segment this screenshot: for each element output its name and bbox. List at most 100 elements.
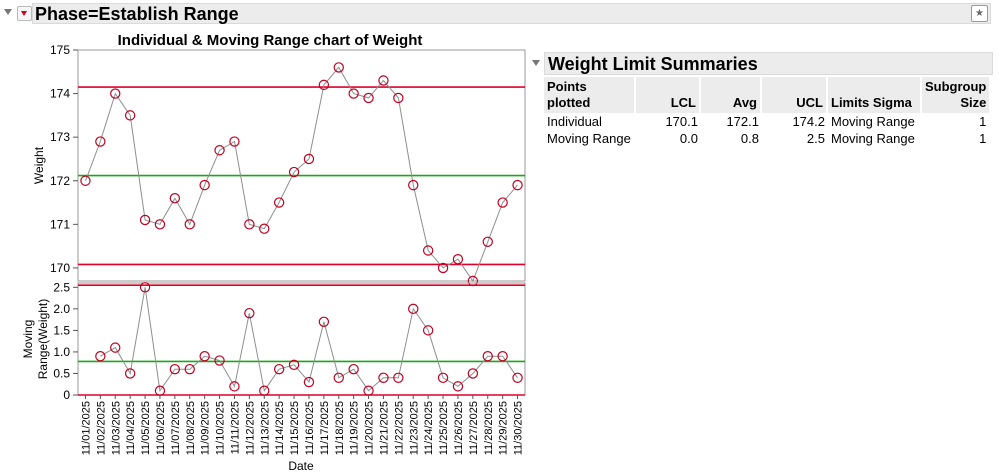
- x-tick-label: 11/24/2025: [423, 401, 435, 455]
- x-tick-label: 11/18/2025: [334, 401, 346, 455]
- data-point: [184, 363, 195, 375]
- x-tick-label: 11/26/2025: [453, 401, 465, 455]
- x-tick-label: 11/27/2025: [468, 401, 480, 455]
- y-axis-title: Weight: [32, 146, 46, 184]
- y-axis-title: MovingRange(Weight): [21, 299, 50, 379]
- x-tick-label: 11/06/2025: [155, 401, 167, 455]
- data-point: [169, 192, 181, 204]
- plot-frame: [77, 49, 526, 282]
- data-point: [333, 372, 344, 383]
- y-tick-label: 2.0: [53, 302, 70, 316]
- data-point: [378, 75, 389, 86]
- x-tick-label: 11/21/2025: [378, 401, 390, 455]
- data-point: [452, 381, 464, 392]
- col-points-plotted: Points plotted: [544, 77, 636, 113]
- y-tick-label: 1.5: [53, 323, 70, 337]
- phase-title: Phase=Establish Range: [35, 4, 239, 24]
- col-subgroup-size: Subgroup Size: [922, 77, 990, 113]
- data-point: [214, 355, 225, 366]
- y-tick-label: 174: [50, 87, 70, 101]
- x-tick-label: 11/03/2025: [110, 401, 122, 455]
- data-point: [288, 359, 300, 371]
- control-chart: Individual & Moving Range chart of Weigh…: [21, 32, 526, 473]
- y-tick-label: 172: [50, 174, 70, 188]
- col-limits-sigma: Limits Sigma: [828, 77, 922, 113]
- data-point: [288, 166, 300, 178]
- date-axis: 11/01/2025 11/02/2025 11/03/2025 11/04/2025…: [80, 395, 525, 455]
- x-tick-label: 11/20/2025: [364, 401, 376, 455]
- series-line: [85, 66, 518, 283]
- data-point: [303, 376, 315, 388]
- data-point: [422, 245, 434, 256]
- x-tick-label: 11/12/2025: [244, 401, 256, 455]
- data-point: [482, 351, 493, 362]
- summary-title: Weight Limit Summaries: [548, 54, 758, 74]
- data-point: [363, 92, 374, 104]
- x-tick-label: 11/17/2025: [319, 401, 331, 455]
- red-triangle-menu-icon[interactable]: [17, 6, 32, 21]
- data-point: [259, 223, 270, 234]
- data-point: [408, 303, 419, 315]
- data-point: [244, 219, 255, 230]
- cell-size: 1: [979, 131, 987, 146]
- data-point: [139, 214, 151, 226]
- data-point: [139, 282, 151, 293]
- data-point: [244, 307, 255, 319]
- data-point: [214, 145, 225, 156]
- data-point: [348, 363, 359, 375]
- cell-avg: 172.1: [726, 114, 759, 129]
- cell-points: Individual: [547, 114, 602, 129]
- x-tick-label: 11/10/2025: [215, 401, 227, 455]
- data-point: [497, 351, 508, 362]
- data-point: [512, 179, 523, 191]
- data-point: [482, 236, 493, 247]
- data-point: [95, 136, 106, 147]
- y-tick-label: 0.5: [53, 366, 70, 380]
- data-point: [467, 368, 479, 379]
- y-tick-label: 170: [50, 261, 70, 275]
- data-point: [110, 342, 121, 353]
- star-icon[interactable]: ★: [971, 5, 988, 22]
- data-point: [273, 363, 285, 375]
- x-tick-label: 11/14/2025: [274, 401, 286, 455]
- y-axis-title-line: Range(Weight): [36, 299, 50, 379]
- x-tick-label: 11/28/2025: [483, 401, 495, 455]
- x-tick-label: 11/08/2025: [185, 401, 197, 455]
- x-tick-label: 11/04/2025: [125, 401, 137, 455]
- x-tick-label: 11/01/2025: [80, 401, 92, 455]
- data-point: [303, 153, 315, 165]
- table-row: Individual 170.1 172.1 174.2 Moving Rang…: [544, 113, 989, 130]
- data-point: [408, 179, 419, 191]
- phase-header: Phase=Establish Range ★: [32, 3, 991, 24]
- x-tick-label: 11/19/2025: [349, 401, 361, 455]
- col-avg: Avg: [701, 77, 762, 113]
- cell-avg: 0.8: [740, 131, 759, 146]
- y-tick-label: 175: [50, 43, 70, 57]
- x-tick-label: 11/07/2025: [170, 401, 182, 455]
- x-tick-label: 11/16/2025: [304, 401, 316, 455]
- data-point: [348, 88, 359, 99]
- data-point: [318, 316, 330, 327]
- x-tick-label: 11/30/2025: [513, 401, 525, 455]
- data-point: [378, 372, 389, 383]
- cell-lcl: 0.0: [679, 131, 698, 146]
- y-tick-label: 171: [50, 217, 70, 231]
- summary-disclosure-icon[interactable]: [532, 60, 540, 66]
- y-tick-label: 2.5: [53, 280, 70, 294]
- data-point: [110, 88, 121, 99]
- cell-ucl: 2.5: [806, 131, 825, 146]
- data-point: [437, 372, 449, 383]
- data-point: [184, 219, 195, 230]
- data-point: [452, 254, 464, 265]
- data-point: [229, 136, 240, 147]
- x-tick-label: 11/29/2025: [498, 401, 510, 455]
- data-point: [497, 197, 508, 208]
- disclosure-triangle-icon[interactable]: [4, 9, 12, 15]
- x-tick-label: 11/25/2025: [438, 401, 450, 455]
- summary-header: Weight Limit Summaries: [544, 52, 993, 75]
- data-point: [124, 368, 136, 379]
- data-point: [199, 351, 210, 362]
- data-point: [393, 92, 404, 104]
- x-tick-label: 11/22/2025: [393, 401, 405, 455]
